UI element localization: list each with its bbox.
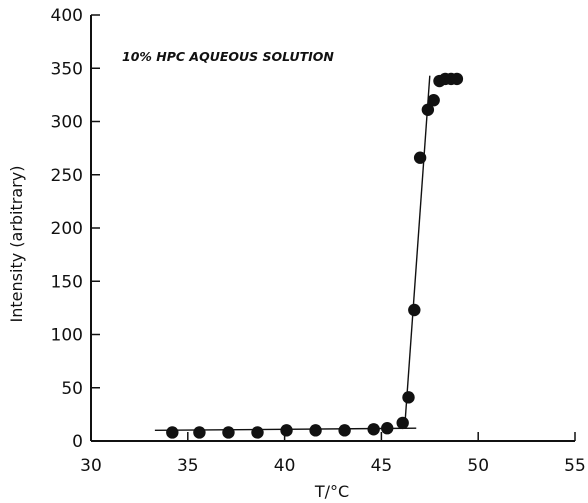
- x-tick-label: 35: [177, 456, 199, 476]
- data-point: [402, 391, 415, 404]
- x-ticks: 30 35 40 45 50 55: [80, 432, 586, 476]
- y-tick-label: 150: [51, 272, 83, 292]
- trend-lines: [154, 75, 431, 432]
- data-point: [408, 303, 421, 317]
- data-point: [367, 423, 380, 436]
- x-tick-label: 30: [80, 456, 102, 476]
- x-axis-label: T/°C: [314, 482, 349, 501]
- data-point: [338, 424, 351, 437]
- trend-line: [403, 75, 431, 429]
- y-tick-label: 50: [61, 379, 83, 399]
- y-tick-label: 350: [51, 59, 83, 79]
- y-ticks: 0 50 100 150 200 250 300 350 400: [51, 6, 100, 452]
- axes: [90, 15, 575, 442]
- data-point: [396, 416, 409, 430]
- data-point: [381, 422, 394, 435]
- data-point: [166, 426, 179, 439]
- data-point: [450, 72, 464, 86]
- y-axis-label: Intensity (arbitrary): [7, 166, 26, 323]
- x-tick-label: 55: [564, 456, 586, 476]
- data-point: [421, 103, 435, 116]
- y-tick-label: 0: [72, 432, 83, 452]
- chart-annotation: 10% HPC AQUEOUS SOLUTION: [122, 49, 334, 64]
- x-tick-label: 50: [467, 456, 489, 476]
- data-point: [309, 424, 322, 437]
- x-tick-label: 40: [274, 456, 296, 476]
- y-tick-label: 100: [51, 326, 83, 346]
- data-point: [280, 424, 293, 437]
- y-tick-label: 250: [51, 166, 83, 186]
- x-tick-label: 45: [371, 456, 393, 476]
- y-tick-label: 200: [51, 219, 83, 239]
- y-tick-label: 400: [51, 6, 83, 26]
- data-point: [251, 426, 264, 439]
- data-point: [413, 151, 427, 164]
- data-point: [193, 426, 206, 439]
- data-point: [427, 94, 440, 107]
- y-tick-label: 300: [51, 113, 83, 133]
- data-point: [222, 426, 235, 439]
- data-points: [166, 72, 464, 439]
